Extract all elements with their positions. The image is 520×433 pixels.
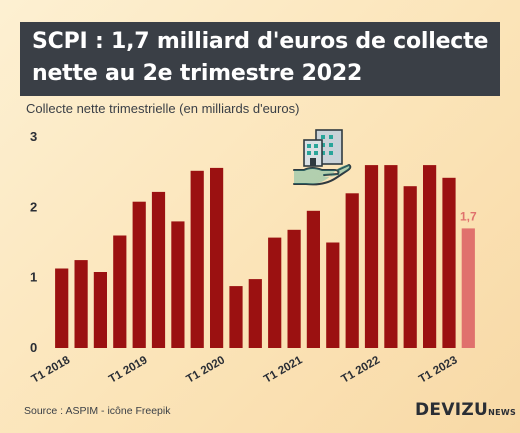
- y-tick-label: 2: [30, 199, 37, 214]
- bar: [74, 260, 88, 348]
- bar: [442, 177, 456, 348]
- bar-highlight: [461, 228, 475, 348]
- x-tick-label: T1 2019: [107, 354, 150, 385]
- bar: [210, 167, 224, 348]
- bar: [248, 279, 262, 348]
- y-tick-label: 3: [30, 129, 37, 144]
- bar: [55, 268, 69, 348]
- title-line-1: SCPI : 1,7 milliard d'euros de collecte: [32, 29, 489, 54]
- building-in-hand-icon: [293, 129, 352, 186]
- source-note: Source : ASPIM - icône Freepik: [24, 405, 171, 417]
- chart-subtitle: Collecte nette trimestrielle (en milliar…: [26, 101, 300, 116]
- x-tick-label: T1 2021: [262, 354, 305, 386]
- y-tick-label: 1: [30, 270, 37, 285]
- bar: [229, 286, 243, 348]
- x-tick-label: T1 2022: [339, 354, 382, 385]
- y-tick-label: 0: [30, 340, 37, 355]
- bar: [93, 272, 107, 348]
- x-tick-label: T1 2023: [417, 354, 460, 385]
- bar: [423, 165, 437, 348]
- title-line-2: nette au 2e trimestre 2022: [32, 61, 363, 86]
- bar: [268, 237, 282, 348]
- bar: [306, 210, 320, 348]
- bar: [151, 191, 166, 348]
- bar: [171, 221, 185, 348]
- x-tick-label: T1 2020: [185, 354, 228, 385]
- bar: [345, 193, 359, 348]
- data-label-highlight: 1,7: [460, 209, 477, 223]
- bar: [113, 235, 127, 348]
- bar: [326, 242, 340, 348]
- bar: [190, 170, 204, 348]
- brand-suffix: NEWS: [488, 408, 517, 417]
- bar: [364, 165, 379, 348]
- bar: [403, 186, 417, 348]
- chart-title: SCPI : 1,7 milliard d'euros de collecte …: [20, 22, 501, 96]
- brand-logo: DEVIZUNEWS: [415, 400, 516, 420]
- bar: [287, 229, 301, 348]
- x-tick-label: T1 2018: [30, 354, 73, 386]
- bar: [132, 201, 146, 348]
- bar: [384, 165, 398, 348]
- brand-main: DEVIZU: [415, 400, 489, 420]
